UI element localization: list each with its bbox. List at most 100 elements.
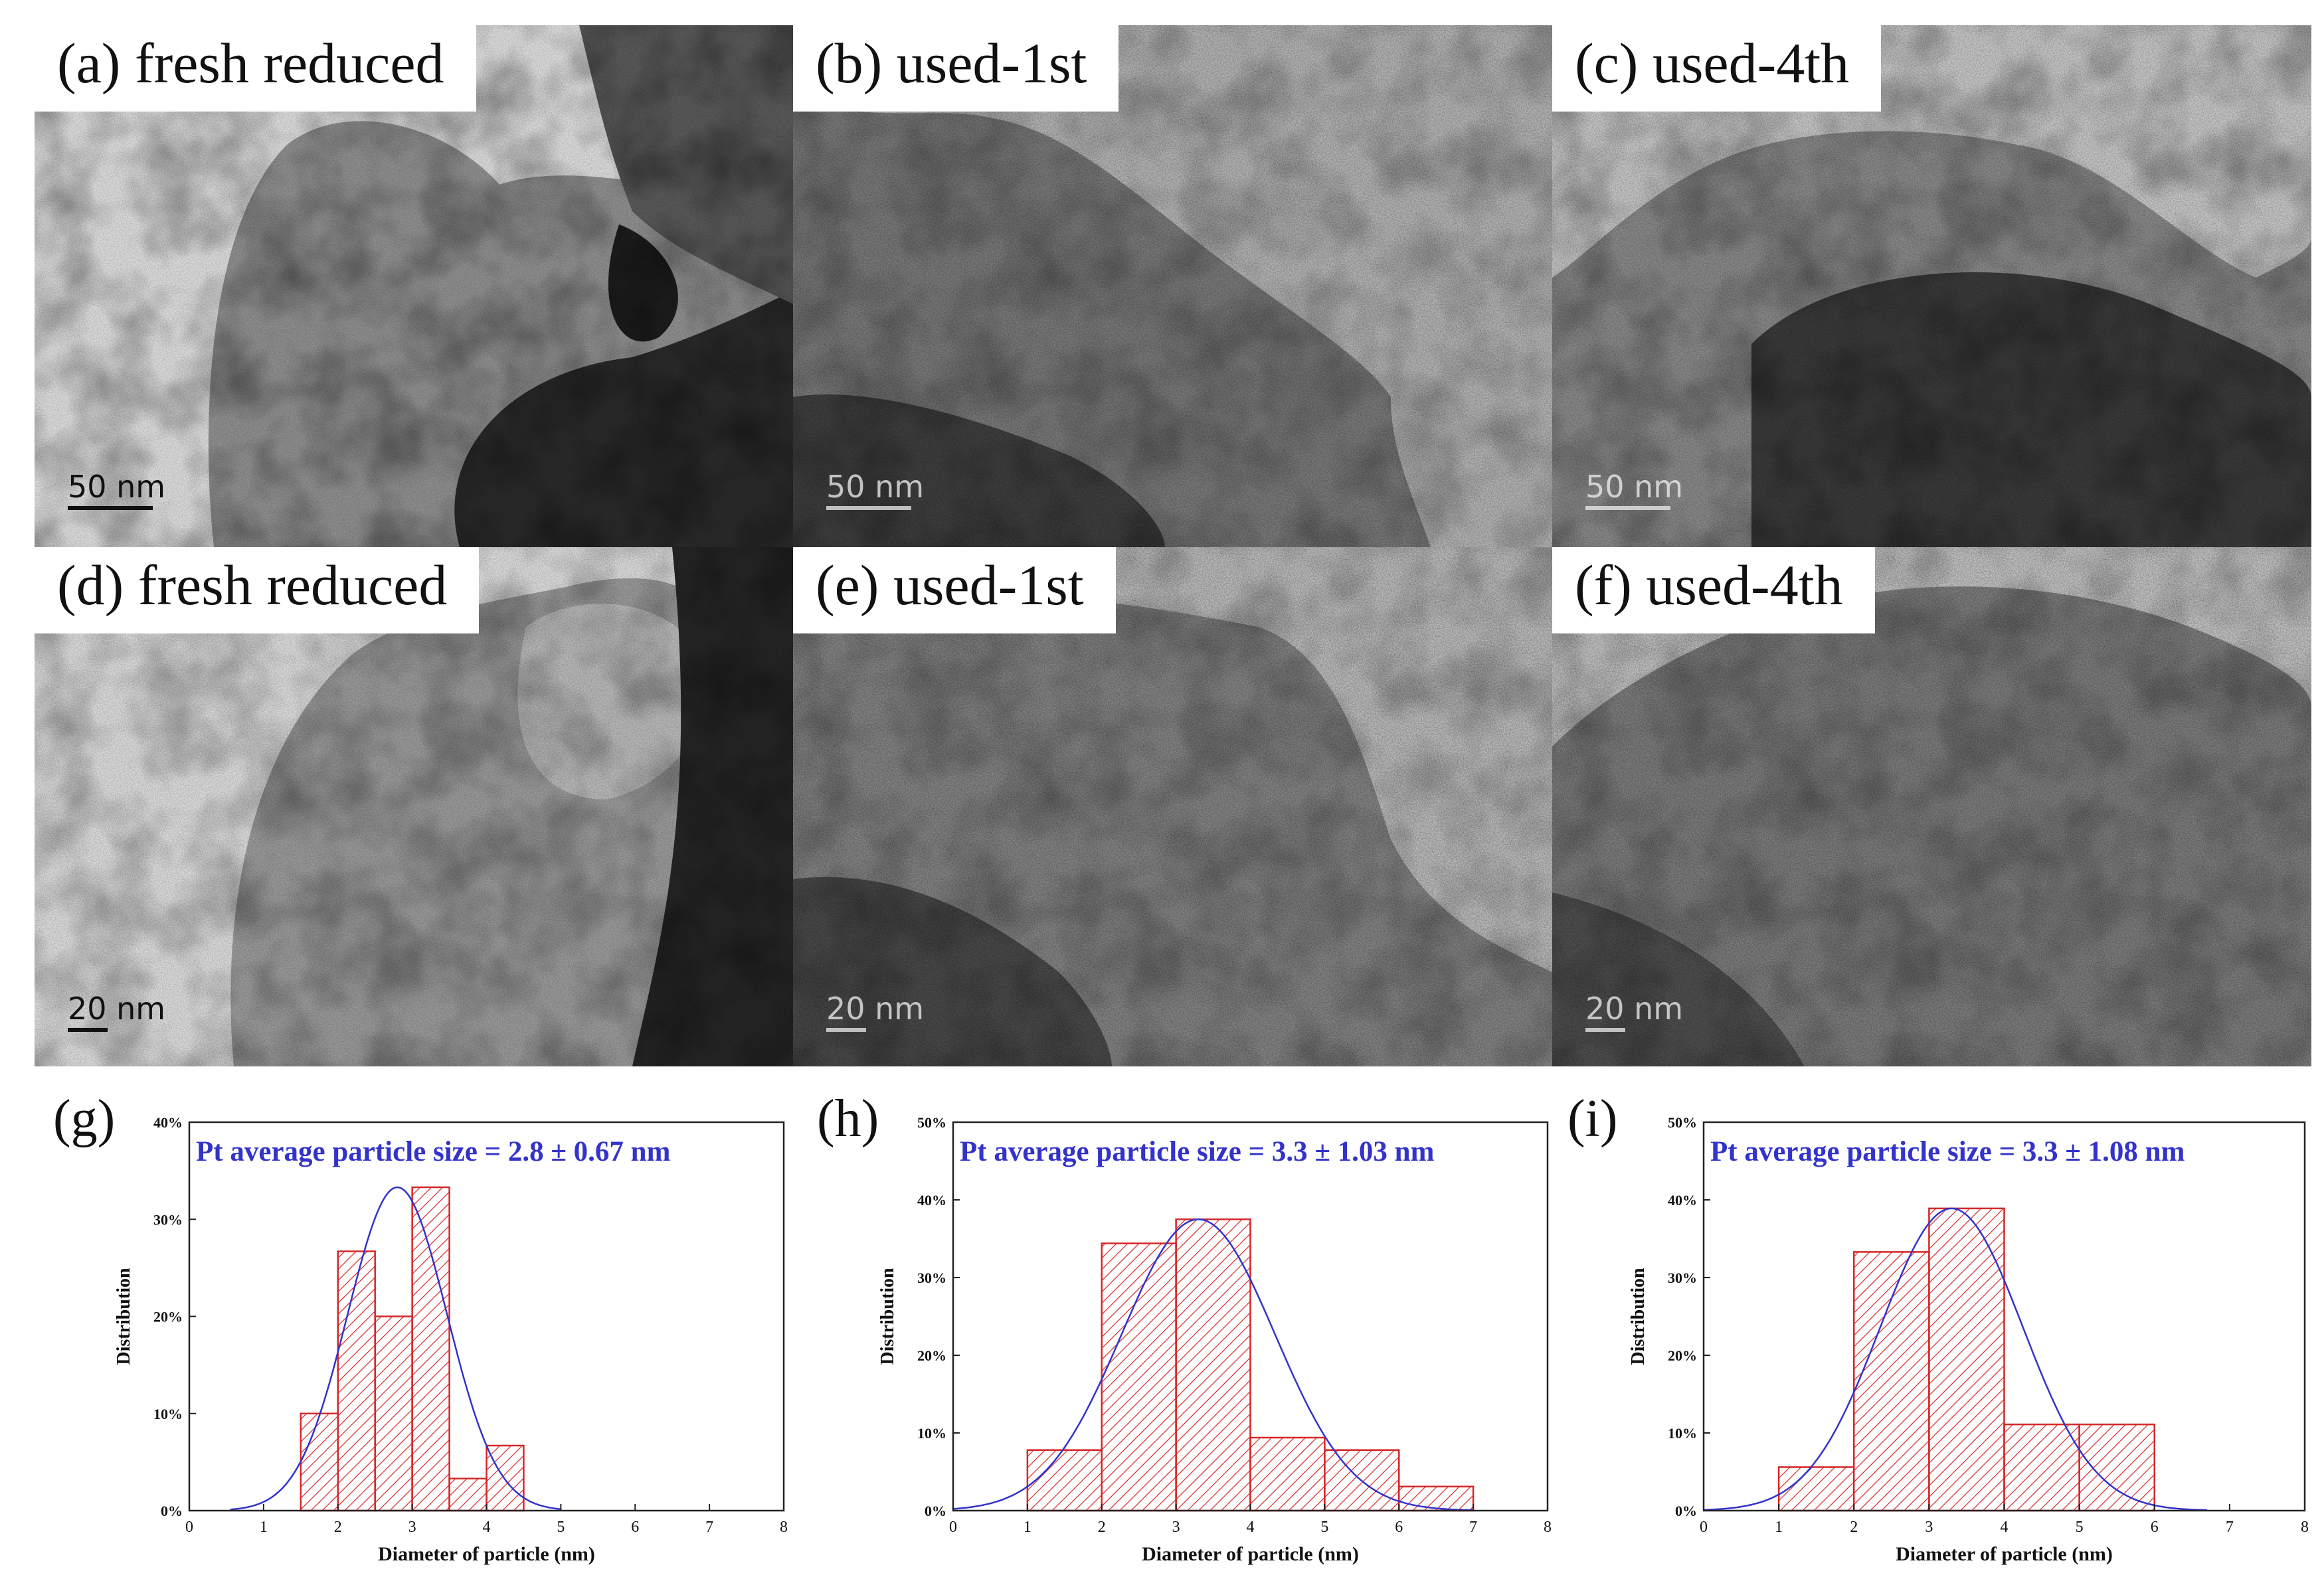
y-tick-label: 20% xyxy=(153,1309,183,1325)
x-tick-label: 2 xyxy=(1850,1519,1858,1536)
scale-line-f xyxy=(1585,1028,1625,1032)
y-tick-label: 10% xyxy=(1668,1425,1697,1442)
x-tick-label: 3 xyxy=(1172,1519,1180,1536)
tem-panel-e: (e) used-1st 20 nm xyxy=(793,547,1552,1066)
chart-panel-h: (h) Pt average particle size = 3.3 ± 1.0… xyxy=(804,1082,1554,1574)
tem-image-e xyxy=(793,547,1552,1066)
panel-label-a: (a) fresh reduced xyxy=(35,25,476,112)
chart-letter-g: (g) xyxy=(53,1090,116,1148)
x-tick-label: 3 xyxy=(1925,1519,1933,1536)
chart-title: Pt average particle size = 2.8 ± 0.67 nm xyxy=(196,1136,671,1167)
chart-letter-i: (i) xyxy=(1567,1090,1618,1148)
y-tick-label: 40% xyxy=(1668,1192,1697,1209)
y-tick-label: 40% xyxy=(153,1114,183,1131)
x-tick-label: 1 xyxy=(1024,1519,1031,1536)
histogram-bar xyxy=(300,1412,339,1512)
histogram-bar xyxy=(1026,1449,1103,1512)
x-tick-label: 1 xyxy=(1775,1519,1783,1536)
scale-text-e: 20 nm xyxy=(826,991,925,1027)
scale-bar-f: 20 nm xyxy=(1585,991,1684,1032)
x-tick-label: 2 xyxy=(1098,1519,1106,1536)
tem-panel-f: (f) used-4th 20 nm xyxy=(1552,547,2311,1066)
histogram-bar xyxy=(448,1477,488,1512)
x-axis-label: Diameter of particle (nm) xyxy=(378,1543,595,1565)
x-tick-label: 5 xyxy=(1320,1519,1328,1536)
x-tick-label: 6 xyxy=(1395,1519,1403,1536)
y-tick-label: 50% xyxy=(1668,1114,1697,1131)
x-tick-label: 1 xyxy=(260,1519,268,1536)
histogram-bar xyxy=(1777,1466,1855,1512)
tem-image-f xyxy=(1552,547,2311,1066)
panel-label-b: (b) used-1st xyxy=(793,25,1119,112)
histogram-bar xyxy=(374,1315,413,1512)
x-tick-label: 7 xyxy=(1469,1519,1477,1536)
panel-label-c: (c) used-4th xyxy=(1552,25,1882,112)
tem-panel-d: (d) fresh reduced 20 nm xyxy=(35,547,793,1066)
x-axis-label: Diameter of particle (nm) xyxy=(1896,1543,2113,1565)
histogram-bar xyxy=(2078,1423,2155,1512)
scale-bar-c: 50 nm xyxy=(1585,469,1684,510)
scale-text-f: 20 nm xyxy=(1585,991,1684,1027)
histogram-bar xyxy=(486,1444,525,1512)
scale-bar-d: 20 nm xyxy=(68,991,165,1032)
y-tick-label: 20% xyxy=(1668,1347,1697,1364)
histogram-i: Pt average particle size = 3.3 ± 1.08 nm… xyxy=(1628,1114,2309,1565)
scale-bar-e: 20 nm xyxy=(826,991,925,1032)
scale-line-e xyxy=(826,1028,866,1032)
x-tick-label: 8 xyxy=(2301,1519,2309,1536)
y-tick-label: 10% xyxy=(917,1425,946,1442)
tem-image-a xyxy=(35,25,793,547)
y-tick-label: 30% xyxy=(153,1211,183,1228)
y-tick-label: 30% xyxy=(1668,1270,1697,1286)
histogram-bar xyxy=(1398,1485,1475,1512)
y-tick-label: 40% xyxy=(917,1192,946,1209)
y-tick-label: 0% xyxy=(1675,1503,1697,1519)
x-tick-label: 8 xyxy=(780,1519,788,1536)
histogram-g: Pt average particle size = 2.8 ± 0.67 nm… xyxy=(114,1114,788,1565)
gaussian-fit-line xyxy=(1703,1207,2207,1511)
scale-text-c: 50 nm xyxy=(1585,469,1684,505)
chart-panel-i: (i) Pt average particle size = 3.3 ± 1.0… xyxy=(1554,1082,2311,1574)
x-tick-label: 6 xyxy=(2151,1519,2159,1536)
x-tick-label: 4 xyxy=(2001,1519,2009,1536)
histogram-bar xyxy=(2003,1423,2080,1512)
x-tick-label: 0 xyxy=(185,1519,193,1536)
tem-panel-b: (b) used-1st 50 nm xyxy=(793,25,1552,547)
y-axis-label: Distribution xyxy=(114,1268,134,1365)
x-tick-label: 3 xyxy=(408,1519,416,1536)
chart-letter-h: (h) xyxy=(817,1090,879,1148)
panel-label-f: (f) used-4th xyxy=(1552,547,1875,633)
tem-panel-c: (c) used-4th 50 nm xyxy=(1552,25,2311,547)
y-axis-label: Distribution xyxy=(877,1268,898,1365)
histogram-bar xyxy=(1101,1242,1177,1512)
x-tick-label: 7 xyxy=(705,1519,713,1536)
histogram-bar xyxy=(337,1250,376,1512)
y-tick-label: 0% xyxy=(925,1503,946,1519)
histogram-bar xyxy=(1249,1436,1326,1512)
scale-line-a xyxy=(68,506,153,510)
x-tick-label: 4 xyxy=(1247,1519,1255,1536)
x-tick-label: 2 xyxy=(334,1519,342,1536)
tem-image-c xyxy=(1552,25,2311,547)
y-tick-label: 10% xyxy=(153,1406,183,1422)
scale-text-a: 50 nm xyxy=(68,469,166,505)
scale-line-c xyxy=(1585,506,1670,510)
x-tick-label: 0 xyxy=(949,1519,957,1536)
tem-image-b xyxy=(793,25,1552,547)
x-tick-label: 6 xyxy=(631,1519,639,1536)
chart-panel-g: (g) Pt average particle size = 2.8 ± 0.6… xyxy=(40,1082,790,1574)
gaussian-fit-line xyxy=(230,1186,561,1511)
histogram-h: Pt average particle size = 3.3 ± 1.03 nm… xyxy=(877,1114,1552,1565)
y-tick-label: 50% xyxy=(917,1114,946,1131)
x-tick-label: 4 xyxy=(483,1519,491,1536)
y-tick-label: 20% xyxy=(917,1347,946,1364)
histogram-bar xyxy=(1853,1251,1930,1512)
scale-line-d xyxy=(68,1028,108,1032)
x-tick-label: 0 xyxy=(1700,1519,1708,1536)
tem-panel-a: (a) fresh reduced 50 nm xyxy=(35,25,793,547)
x-axis-label: Diameter of particle (nm) xyxy=(1142,1543,1359,1565)
histogram-bar xyxy=(1175,1218,1251,1512)
histogram-bar xyxy=(1928,1207,2005,1512)
x-tick-label: 5 xyxy=(2076,1519,2084,1536)
tem-image-d xyxy=(35,547,793,1066)
